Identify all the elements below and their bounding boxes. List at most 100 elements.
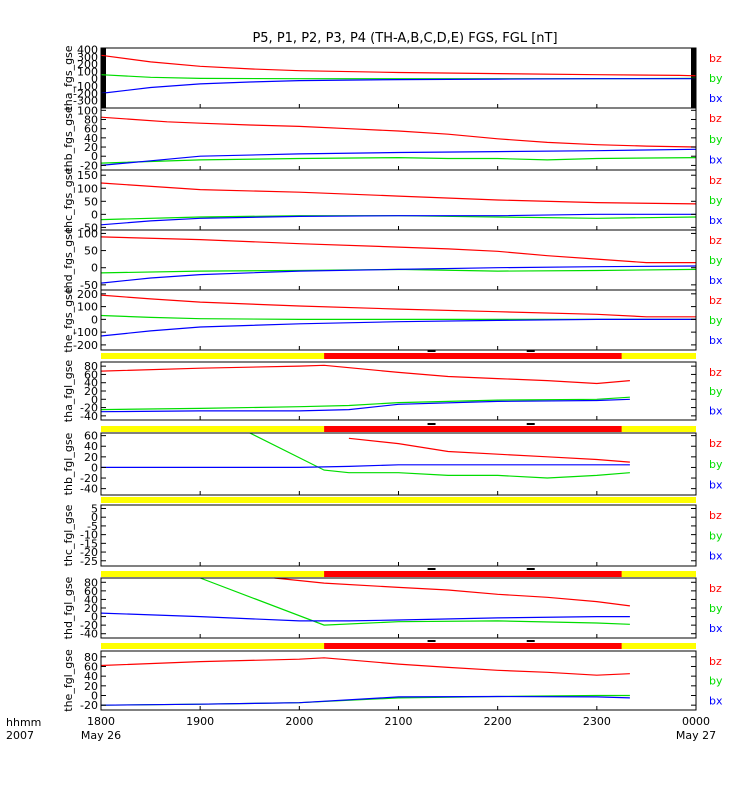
- panel-ylabel: thb_fgl_gse: [62, 432, 75, 495]
- series-bz-line: [100, 294, 696, 318]
- status-red-segment: [324, 571, 622, 577]
- series-by-line: [100, 396, 630, 411]
- y-tick-label: -20: [80, 472, 98, 485]
- y-tick-label: 20: [84, 385, 98, 398]
- panel-thc_fgl_gse: -25-20-15-10-505 thc_fgl_gse bz by bx: [62, 502, 723, 567]
- legend-bx: bx: [709, 405, 723, 418]
- y-tick-label: -20: [80, 402, 98, 415]
- status-bar-stack: [101, 350, 696, 649]
- y-tick-label: 20: [84, 602, 98, 615]
- y-tick-label: 50: [84, 195, 98, 208]
- panel-frame: [100, 169, 697, 231]
- series-bx-line: [100, 148, 697, 166]
- status-marker: [526, 568, 535, 570]
- status-red-segment: [324, 426, 622, 432]
- edge-block-left: [101, 48, 106, 108]
- legend-by: by: [709, 529, 723, 542]
- y-tick-label: 80: [84, 576, 98, 589]
- y-tick-label: 5: [91, 502, 98, 515]
- x-tick-label: 2200: [484, 715, 512, 728]
- legend-bz: bz: [709, 437, 722, 450]
- panel-ylabel: thc_fgl_gse: [62, 504, 75, 566]
- y-tick-label: 0: [91, 73, 98, 86]
- y-tick-label: -20: [80, 699, 98, 712]
- y-tick-label: -20: [80, 159, 98, 172]
- panel-ylabel: the_fgs_gse: [62, 287, 75, 352]
- y-tick-label: 20: [84, 451, 98, 464]
- status-bar: [101, 350, 696, 359]
- y-tick-label: -100: [73, 326, 98, 339]
- panel-ylabel: thb_fgs_gse: [62, 106, 75, 172]
- y-tick-label: -50: [80, 221, 98, 234]
- series-bx-line: [100, 318, 696, 337]
- status-bar: [101, 568, 696, 577]
- legend-by: by: [709, 458, 723, 471]
- y-tick-label: 40: [84, 593, 98, 606]
- legend-bz: bz: [709, 112, 722, 125]
- y-tick-label: -200: [73, 339, 98, 352]
- y-tick-label: 80: [84, 113, 98, 126]
- legend-bx: bx: [709, 153, 723, 166]
- footer-year-label: 2007: [6, 729, 34, 742]
- series-by-line: [199, 577, 630, 626]
- y-tick-label: -40: [80, 410, 98, 423]
- legend-bx: bx: [709, 550, 723, 563]
- legend-by: by: [709, 314, 723, 327]
- series-bx-line: [100, 695, 630, 706]
- x-tick-label: 2300: [583, 715, 611, 728]
- panel-frame: [100, 650, 697, 711]
- y-tick-label: -40: [80, 483, 98, 496]
- start-date-label: May 26: [81, 729, 121, 742]
- status-marker: [427, 423, 436, 425]
- y-tick-label: 400: [77, 43, 98, 56]
- series-bx-line: [100, 213, 696, 226]
- y-tick-label: 100: [77, 65, 98, 78]
- legend-bz: bz: [709, 366, 722, 379]
- legend-by: by: [709, 254, 723, 267]
- y-tick-label: 60: [84, 660, 98, 673]
- y-tick-label: 100: [77, 182, 98, 195]
- y-tick-label: 0: [91, 461, 98, 474]
- x-tick-label: 2000: [285, 715, 313, 728]
- status-yellow-segment: [101, 497, 696, 503]
- legend-bz: bz: [709, 294, 722, 307]
- y-tick-label: 80: [84, 651, 98, 664]
- y-tick-label: 300: [77, 51, 98, 64]
- y-tick-label: 40: [84, 132, 98, 145]
- y-tick-label: 60: [84, 430, 98, 443]
- status-red-segment: [324, 643, 622, 649]
- series-bz-line: [100, 364, 630, 385]
- status-marker: [427, 640, 436, 642]
- y-tick-label: 100: [77, 227, 98, 240]
- y-tick-label: 40: [84, 670, 98, 683]
- y-tick-label: 0: [91, 689, 98, 702]
- y-tick-label: 0: [91, 208, 98, 221]
- legend-by: by: [709, 602, 723, 615]
- legend-bz: bz: [709, 234, 722, 247]
- y-tick-label: 0: [91, 313, 98, 326]
- y-tick-label: -100: [73, 80, 98, 93]
- y-tick-label: 80: [84, 360, 98, 373]
- y-tick-label: 60: [84, 368, 98, 381]
- panel-ylabel: thc_fgs_gse: [62, 168, 75, 233]
- end-date-label: May 27: [676, 729, 716, 742]
- y-tick-label: -40: [80, 628, 98, 641]
- series-bz-line: [100, 116, 697, 148]
- y-tick-label: -5: [87, 520, 98, 533]
- legend-bx: bx: [709, 214, 723, 227]
- legend-by: by: [709, 72, 723, 85]
- series-bx-line: [101, 464, 630, 468]
- y-tick-label: 150: [77, 169, 98, 182]
- y-tick-label: -25: [80, 555, 98, 568]
- legend-bx: bx: [709, 478, 723, 491]
- series-bx-line: [100, 265, 697, 284]
- series-bx-line: [100, 612, 630, 622]
- legend-bx: bx: [709, 274, 723, 287]
